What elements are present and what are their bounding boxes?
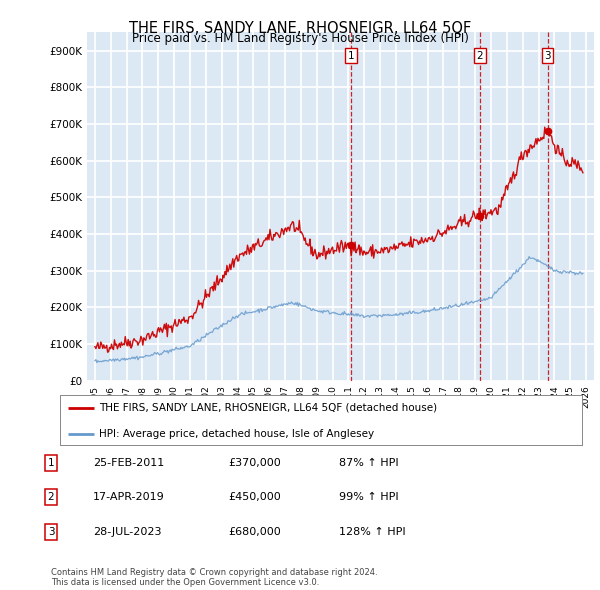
Text: 1: 1 (47, 458, 55, 468)
Text: 17-APR-2019: 17-APR-2019 (93, 493, 165, 502)
Text: 99% ↑ HPI: 99% ↑ HPI (339, 493, 398, 502)
Text: Contains HM Land Registry data © Crown copyright and database right 2024.
This d: Contains HM Land Registry data © Crown c… (51, 568, 377, 587)
Text: 28-JUL-2023: 28-JUL-2023 (93, 527, 161, 536)
Text: 128% ↑ HPI: 128% ↑ HPI (339, 527, 406, 536)
Text: 87% ↑ HPI: 87% ↑ HPI (339, 458, 398, 468)
Text: 2: 2 (476, 51, 483, 61)
Text: 3: 3 (47, 527, 55, 536)
Text: HPI: Average price, detached house, Isle of Anglesey: HPI: Average price, detached house, Isle… (99, 430, 374, 440)
Text: 3: 3 (544, 51, 551, 61)
Text: THE FIRS, SANDY LANE, RHOSNEIGR, LL64 5QF (detached house): THE FIRS, SANDY LANE, RHOSNEIGR, LL64 5Q… (99, 403, 437, 413)
Text: 25-FEB-2011: 25-FEB-2011 (93, 458, 164, 468)
Text: Price paid vs. HM Land Registry's House Price Index (HPI): Price paid vs. HM Land Registry's House … (131, 32, 469, 45)
Text: 2: 2 (47, 493, 55, 502)
Text: £450,000: £450,000 (228, 493, 281, 502)
Text: £370,000: £370,000 (228, 458, 281, 468)
Text: 1: 1 (347, 51, 354, 61)
Text: £680,000: £680,000 (228, 527, 281, 536)
Text: THE FIRS, SANDY LANE, RHOSNEIGR, LL64 5QF: THE FIRS, SANDY LANE, RHOSNEIGR, LL64 5Q… (129, 21, 471, 35)
